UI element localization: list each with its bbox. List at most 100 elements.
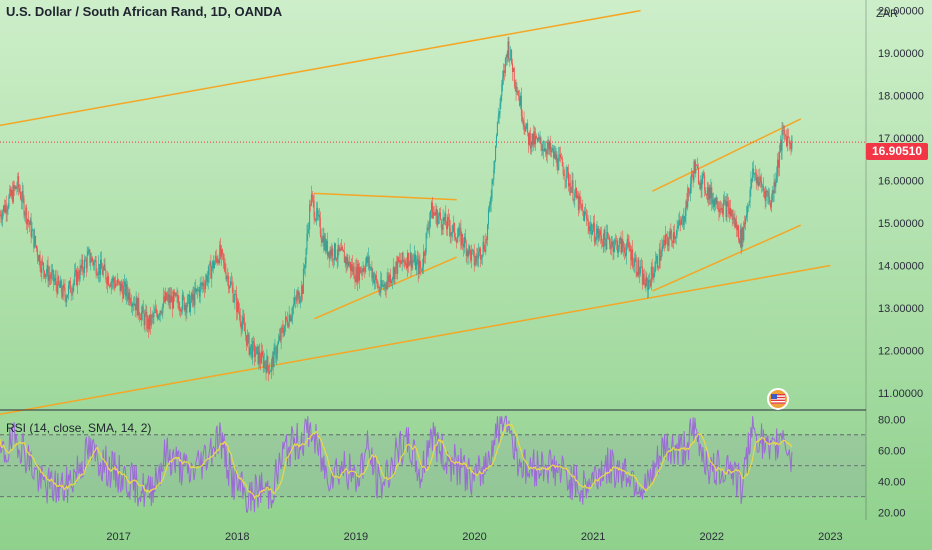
candle-body (101, 268, 103, 275)
candle-body (516, 91, 518, 92)
candle-body (733, 217, 735, 219)
candle-body (439, 212, 441, 216)
candle-body (120, 283, 122, 292)
candle-body (752, 168, 754, 182)
candle-body (34, 236, 36, 248)
trendline[interactable] (652, 118, 802, 192)
candle-body (435, 208, 437, 216)
trendline[interactable] (652, 224, 802, 292)
candle-body (625, 247, 627, 256)
candle-body (768, 196, 770, 198)
candle-body (103, 264, 105, 270)
rsi-tick-label: 40.00 (878, 476, 906, 488)
candle-body (268, 365, 270, 374)
candle-body (147, 318, 149, 329)
candle-body (454, 223, 456, 237)
candle-body (416, 258, 418, 261)
candle-body (508, 41, 510, 60)
candle-body (269, 371, 271, 373)
candle-body (176, 294, 178, 296)
last-price-badge: 16.90510 (866, 143, 928, 160)
candle-body (729, 208, 731, 215)
trendline[interactable] (314, 192, 457, 201)
candle-body (411, 260, 413, 268)
candle-body (184, 304, 186, 310)
trendline[interactable] (0, 9, 641, 127)
candle-body (513, 68, 515, 82)
candle-body (541, 144, 543, 151)
candle-body (277, 343, 279, 354)
candle-body (158, 315, 160, 317)
candle-body (320, 234, 322, 240)
candle-body (108, 276, 110, 286)
rsi-indicator-label[interactable]: RSI (14, close, SMA, 14, 2) (6, 421, 152, 435)
candle-body (140, 312, 142, 320)
candle-body (500, 95, 502, 104)
candle-body (401, 252, 403, 264)
candle-body (22, 191, 24, 199)
candle-body (287, 325, 289, 327)
candle-body (15, 186, 17, 189)
candle-body (95, 260, 97, 275)
candle-body (396, 261, 398, 274)
candle-body (292, 307, 294, 316)
candle-body (27, 219, 29, 225)
candle-body (188, 294, 190, 297)
candle-body (759, 176, 761, 183)
candle-body (105, 270, 107, 280)
candle-body (57, 276, 59, 294)
candle-body (769, 196, 771, 203)
candle-body (16, 187, 18, 189)
candle-body (495, 145, 497, 161)
candle-body (177, 294, 179, 303)
candle-body (568, 171, 570, 187)
candle-body (593, 222, 595, 242)
candle-body (100, 259, 102, 275)
candle-body (497, 116, 499, 123)
candle-body (279, 335, 281, 341)
candle-body (630, 251, 632, 261)
candle-body (195, 288, 197, 292)
candle-body (112, 278, 114, 282)
candle-body (504, 57, 506, 73)
candle-body (337, 244, 339, 259)
candle-body (732, 218, 734, 220)
candle-body (720, 208, 722, 210)
candle-body (47, 264, 49, 281)
candle-body (688, 187, 690, 193)
candle-body (69, 280, 71, 293)
candle-body (60, 280, 62, 288)
candle-body (750, 179, 752, 190)
candle-body (196, 288, 198, 292)
candle-body (530, 145, 532, 149)
candle-body (632, 249, 634, 267)
candle-body (471, 250, 473, 261)
rsi-tick-label: 80.00 (878, 414, 906, 426)
candle-body (20, 198, 22, 202)
candle-body (661, 246, 663, 256)
candle-body (433, 211, 435, 214)
candle-body (737, 225, 739, 231)
candle-body (659, 248, 661, 261)
candle-body (468, 245, 470, 257)
candle-body (778, 159, 780, 168)
candle-body (187, 296, 189, 306)
trendline[interactable] (0, 264, 831, 415)
candle-body (418, 260, 420, 274)
candle-body (627, 238, 629, 242)
us-flag-icon[interactable] (767, 388, 789, 410)
candle-body (342, 249, 344, 252)
candle-body (291, 315, 293, 318)
candle-body (97, 274, 99, 276)
candle-body (491, 180, 493, 199)
candle-body (113, 278, 115, 283)
candle-body (256, 346, 258, 348)
candle-body (389, 274, 391, 283)
candle-body (511, 63, 513, 73)
candle-body (331, 248, 333, 256)
candle-body (231, 284, 233, 288)
candle-body (130, 302, 132, 304)
candle-body (227, 276, 229, 278)
candle-body (540, 137, 542, 145)
